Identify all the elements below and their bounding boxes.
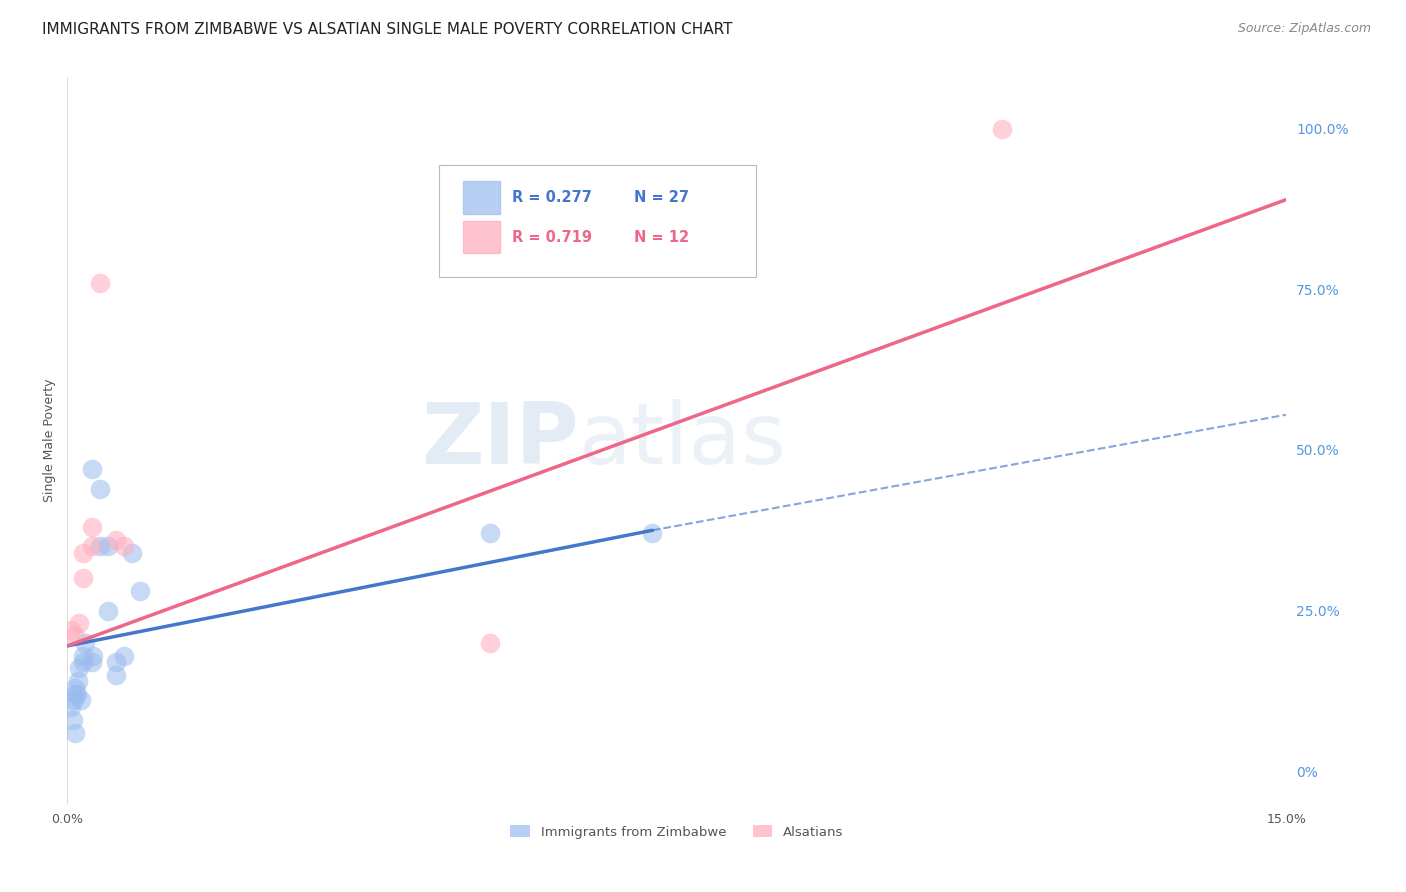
Point (478, 526, 501, 541)
Point (80, 462, 103, 476)
Point (65, 687, 87, 701)
Point (121, 546, 143, 560)
Text: R = 0.277: R = 0.277 (512, 190, 592, 204)
Point (80, 520, 103, 534)
Point (60, 700, 83, 714)
Point (89, 539, 111, 553)
Point (67, 661, 90, 675)
Point (478, 636, 501, 650)
Point (97, 603, 120, 617)
Text: atlas: atlas (579, 399, 787, 482)
Point (112, 539, 135, 553)
Point (65, 629, 87, 643)
Bar (464, 181, 501, 213)
Bar (464, 221, 501, 253)
Point (65, 681, 87, 695)
Y-axis label: Single Male Poverty: Single Male Poverty (44, 378, 56, 502)
FancyBboxPatch shape (439, 164, 756, 277)
Point (112, 648, 135, 663)
Text: N = 12: N = 12 (634, 229, 689, 244)
Legend: Immigrants from Zimbabwe, Alsatians: Immigrants from Zimbabwe, Alsatians (505, 820, 849, 844)
Point (72, 648, 94, 663)
Point (65, 725, 87, 739)
Point (129, 584, 152, 599)
Text: Source: ZipAtlas.com: Source: ZipAtlas.com (1237, 22, 1371, 36)
Point (82, 648, 104, 663)
Point (62, 693, 84, 707)
Point (72, 571, 94, 585)
Point (105, 533, 128, 547)
Point (89, 482, 111, 496)
Text: ZIP: ZIP (422, 399, 579, 482)
Point (97, 539, 120, 553)
Point (991, 121, 1014, 136)
Point (75, 636, 97, 650)
Text: IMMIGRANTS FROM ZIMBABWE VS ALSATIAN SINGLE MALE POVERTY CORRELATION CHART: IMMIGRANTS FROM ZIMBABWE VS ALSATIAN SIN… (42, 22, 733, 37)
Point (80, 655, 103, 669)
Text: R = 0.719: R = 0.719 (512, 229, 592, 244)
Point (62, 713, 84, 727)
Point (66, 674, 89, 689)
Point (72, 655, 94, 669)
Point (67, 616, 90, 631)
Point (89, 276, 111, 290)
Point (105, 655, 128, 669)
Text: N = 27: N = 27 (634, 190, 689, 204)
Point (80, 539, 103, 553)
Point (66, 687, 89, 701)
Point (641, 526, 664, 541)
Point (60, 623, 83, 637)
Point (70, 693, 93, 707)
Point (72, 546, 94, 560)
Point (105, 668, 128, 682)
